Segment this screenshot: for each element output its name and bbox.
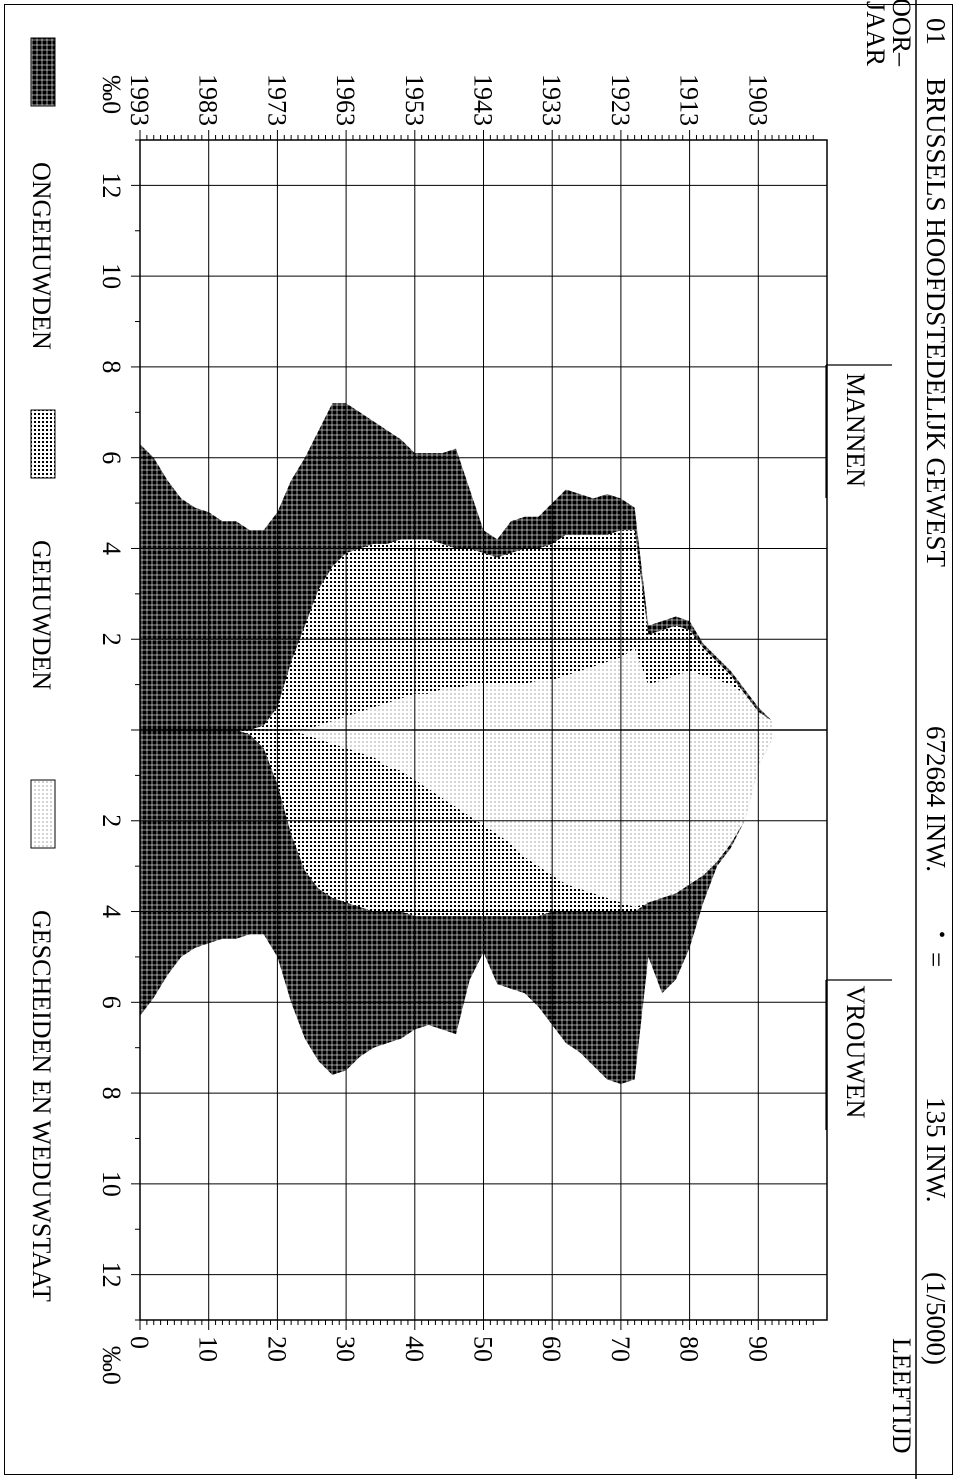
per-mille-label-women: 10 [97, 1171, 126, 1197]
pyramid-fills [140, 403, 773, 1084]
age-label: 30 [331, 1336, 360, 1362]
age-label: 10 [194, 1336, 223, 1362]
left-axis-title-line2: TEJAAR [861, 0, 890, 67]
per-mille-label-men: 4 [97, 542, 126, 555]
title-code: 01 [921, 18, 951, 45]
per-mille-label-women: 6 [97, 996, 126, 1009]
title-scale: (1/5000) [921, 1272, 951, 1365]
per-mille-unit-label-right: ‰0 [97, 1346, 126, 1385]
left-axis-title: GEBOOR– TEJAAR [861, 0, 916, 67]
birth-year-label: 1953 [400, 74, 429, 126]
legend-label-gehuwden: GEHUWDEN [27, 540, 56, 690]
birth-year-label: 1943 [469, 74, 498, 126]
age-label: 70 [606, 1336, 635, 1362]
per-mille-ticks: ‰0 12 10 8 6 4 2 2 4 6 8 10 12 ‰0 [97, 75, 140, 1385]
birth-year-ticks: 1903 1913 1923 1933 1943 1953 1963 1973 1983 1993 [125, 74, 814, 140]
chart-frame [4, 4, 953, 1475]
birth-year-label: 1973 [262, 74, 291, 126]
age-label: 60 [537, 1336, 566, 1362]
label-vrouwen: VROUWEN [841, 986, 870, 1119]
legend: ONGEHUWDEN GEHUWDEN GESCHEIDEN EN WEDUWS… [27, 37, 56, 1302]
title-dot-symbol: • [930, 931, 952, 938]
legend-label-gescheiden-weduwstaat: GESCHEIDEN EN WEDUWSTAAT [27, 910, 56, 1302]
title-region: BRUSSELS HOOFDSTEDELIJK GEWEST [921, 78, 951, 568]
per-mille-label-men: 12 [97, 172, 126, 198]
left-axis-title-line1: GEBOOR– [887, 0, 916, 67]
title-population: 672684 INW. [921, 726, 951, 872]
legend-swatch-gescheiden-weduwstaat [30, 779, 56, 849]
chart-grid [139, 139, 828, 1321]
birth-year-label: 1903 [743, 74, 772, 126]
per-mille-label-women: 2 [97, 814, 126, 827]
women-gescheiden-weduwstaat-area [140, 730, 773, 907]
legend-label-ongehuwden: ONGEHUWDEN [27, 162, 56, 350]
age-label: 40 [400, 1336, 429, 1362]
age-label: 0 [125, 1336, 154, 1349]
chart-title: 01 BRUSSELS HOOFDSTEDELIJK GEWEST 672684… [915, 0, 952, 1479]
per-mille-label-men: 10 [97, 263, 126, 289]
age-label: 20 [262, 1336, 291, 1362]
birth-year-label: 1963 [331, 74, 360, 126]
age-label: 50 [469, 1336, 498, 1362]
title-equals: = [921, 952, 951, 967]
men-gescheiden-weduwstaat-area [140, 648, 773, 730]
per-mille-label-men: 2 [97, 633, 126, 646]
age-ticks: 0 10 20 30 40 50 60 70 80 90 [125, 1320, 814, 1362]
title-dot-value: 135 INW. [921, 1097, 951, 1203]
per-mille-label-men: 8 [97, 360, 126, 373]
per-mille-label-women: 8 [97, 1087, 126, 1100]
legend-swatch-ongehuwden [30, 37, 56, 107]
birth-year-label: 1993 [125, 74, 154, 126]
per-mille-label-women: 12 [97, 1262, 126, 1288]
legend-swatch-gehuwden [30, 409, 56, 479]
age-label: 90 [743, 1336, 772, 1362]
per-mille-label-women: 4 [97, 905, 126, 918]
birth-year-label: 1913 [675, 74, 704, 126]
side-labels: MANNEN VROUWEN [825, 364, 892, 1130]
label-mannen: MANNEN [841, 373, 870, 487]
per-mille-unit-label-left: ‰0 [97, 75, 126, 114]
right-axis-title: LEEFTIJD [887, 1338, 916, 1454]
age-label: 80 [675, 1336, 704, 1362]
per-mille-label-men: 6 [97, 451, 126, 464]
birth-year-label: 1923 [606, 74, 635, 126]
birth-year-label: 1933 [537, 74, 566, 126]
birth-year-label: 1983 [194, 74, 223, 126]
